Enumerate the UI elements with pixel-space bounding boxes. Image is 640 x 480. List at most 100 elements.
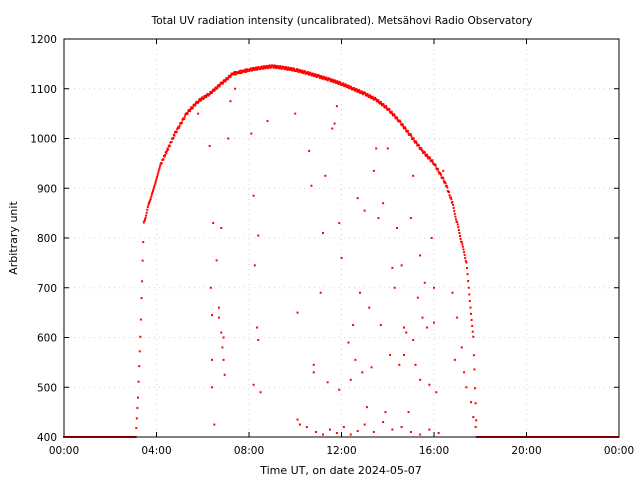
data-point bbox=[293, 68, 296, 71]
data-point bbox=[402, 125, 405, 128]
data-point bbox=[435, 167, 438, 170]
data-point bbox=[472, 354, 475, 357]
data-point-scatter bbox=[359, 291, 361, 294]
data-point bbox=[238, 70, 241, 73]
data-point bbox=[140, 297, 143, 300]
data-point bbox=[275, 66, 278, 69]
data-point bbox=[232, 71, 235, 74]
grid bbox=[64, 39, 619, 437]
data-point-scatter bbox=[372, 431, 375, 434]
data-point bbox=[410, 135, 413, 138]
data-point bbox=[152, 189, 155, 192]
data-point bbox=[282, 66, 285, 69]
data-point bbox=[327, 78, 330, 81]
data-point-scatter bbox=[211, 314, 213, 317]
data-point-scatter bbox=[419, 254, 422, 257]
data-point bbox=[213, 89, 216, 92]
data-point bbox=[145, 214, 148, 217]
data-point bbox=[145, 211, 148, 214]
data-point bbox=[224, 80, 227, 83]
data-point-scatter bbox=[384, 411, 387, 414]
data-point bbox=[156, 175, 159, 178]
data-point bbox=[153, 185, 156, 188]
data-point bbox=[285, 66, 287, 69]
data-point bbox=[160, 162, 163, 165]
data-point-scatter bbox=[421, 316, 424, 319]
data-point bbox=[272, 66, 275, 69]
data-point bbox=[471, 330, 474, 333]
data-point bbox=[348, 87, 351, 90]
data-point bbox=[383, 106, 386, 109]
data-point-scatter bbox=[252, 383, 255, 386]
data-point-scatter bbox=[435, 391, 438, 394]
data-point bbox=[388, 108, 391, 111]
data-point-scatter bbox=[252, 194, 255, 197]
data-point-scatter bbox=[338, 222, 341, 225]
data-point bbox=[285, 67, 288, 70]
data-point bbox=[167, 145, 170, 148]
data-point bbox=[353, 87, 356, 90]
data-point bbox=[404, 126, 407, 129]
data-point bbox=[344, 83, 347, 86]
x-axis-label: Time UT, on date 2024-05-07 bbox=[259, 464, 422, 477]
data-point-scatter bbox=[326, 381, 329, 384]
data-point bbox=[208, 93, 211, 96]
data-point bbox=[261, 67, 264, 70]
data-point bbox=[289, 68, 292, 71]
data-point-scatter bbox=[217, 306, 220, 309]
data-point-scatter bbox=[213, 423, 216, 426]
data-point bbox=[156, 173, 159, 176]
data-point bbox=[152, 187, 155, 190]
data-point bbox=[399, 120, 402, 123]
data-point bbox=[189, 110, 192, 113]
data-point bbox=[434, 164, 437, 167]
data-point-scatter bbox=[400, 426, 403, 429]
data-point bbox=[260, 65, 263, 68]
data-point-scatter bbox=[382, 421, 385, 424]
data-point bbox=[216, 87, 219, 90]
data-point-scatter bbox=[375, 147, 378, 150]
data-point-scatter bbox=[428, 428, 431, 431]
data-point bbox=[366, 93, 369, 96]
data-point-scatter bbox=[453, 358, 456, 361]
data-point-scatter bbox=[208, 144, 211, 147]
data-point bbox=[355, 88, 358, 91]
data-point bbox=[233, 73, 236, 76]
data-point bbox=[232, 73, 235, 76]
y-axis-label: Arbitrary unit bbox=[7, 201, 20, 275]
data-point bbox=[409, 133, 412, 136]
data-point-scatter bbox=[257, 234, 260, 237]
data-point bbox=[463, 254, 466, 257]
data-point bbox=[342, 82, 345, 85]
data-point bbox=[309, 72, 312, 75]
data-point-scatter bbox=[222, 336, 225, 339]
data-point bbox=[338, 80, 341, 83]
data-point-scatter bbox=[396, 227, 398, 230]
x-tick-label: 08:00 bbox=[234, 445, 264, 457]
data-point bbox=[142, 221, 145, 224]
data-point bbox=[150, 193, 153, 196]
data-point bbox=[221, 82, 224, 85]
data-point bbox=[470, 318, 473, 321]
data-point-scatter bbox=[250, 132, 253, 135]
data-point-scatter bbox=[234, 87, 237, 90]
data-point bbox=[444, 182, 447, 185]
data-point bbox=[291, 68, 294, 71]
data-point-scatter bbox=[310, 184, 313, 187]
data-point-scatter bbox=[451, 291, 454, 294]
data-point bbox=[164, 154, 167, 157]
data-point bbox=[139, 318, 142, 321]
data-point-scatter bbox=[324, 174, 327, 177]
data-point bbox=[326, 78, 329, 81]
data-point bbox=[458, 232, 461, 235]
data-point bbox=[301, 69, 304, 72]
data-point bbox=[252, 67, 255, 70]
data-point bbox=[323, 76, 326, 79]
data-point bbox=[324, 78, 327, 81]
data-point-scatter bbox=[377, 217, 380, 220]
data-point bbox=[149, 199, 152, 202]
data-point bbox=[325, 76, 328, 79]
data-point bbox=[151, 191, 154, 194]
data-point-scatter bbox=[419, 378, 422, 381]
data-point bbox=[202, 98, 205, 101]
